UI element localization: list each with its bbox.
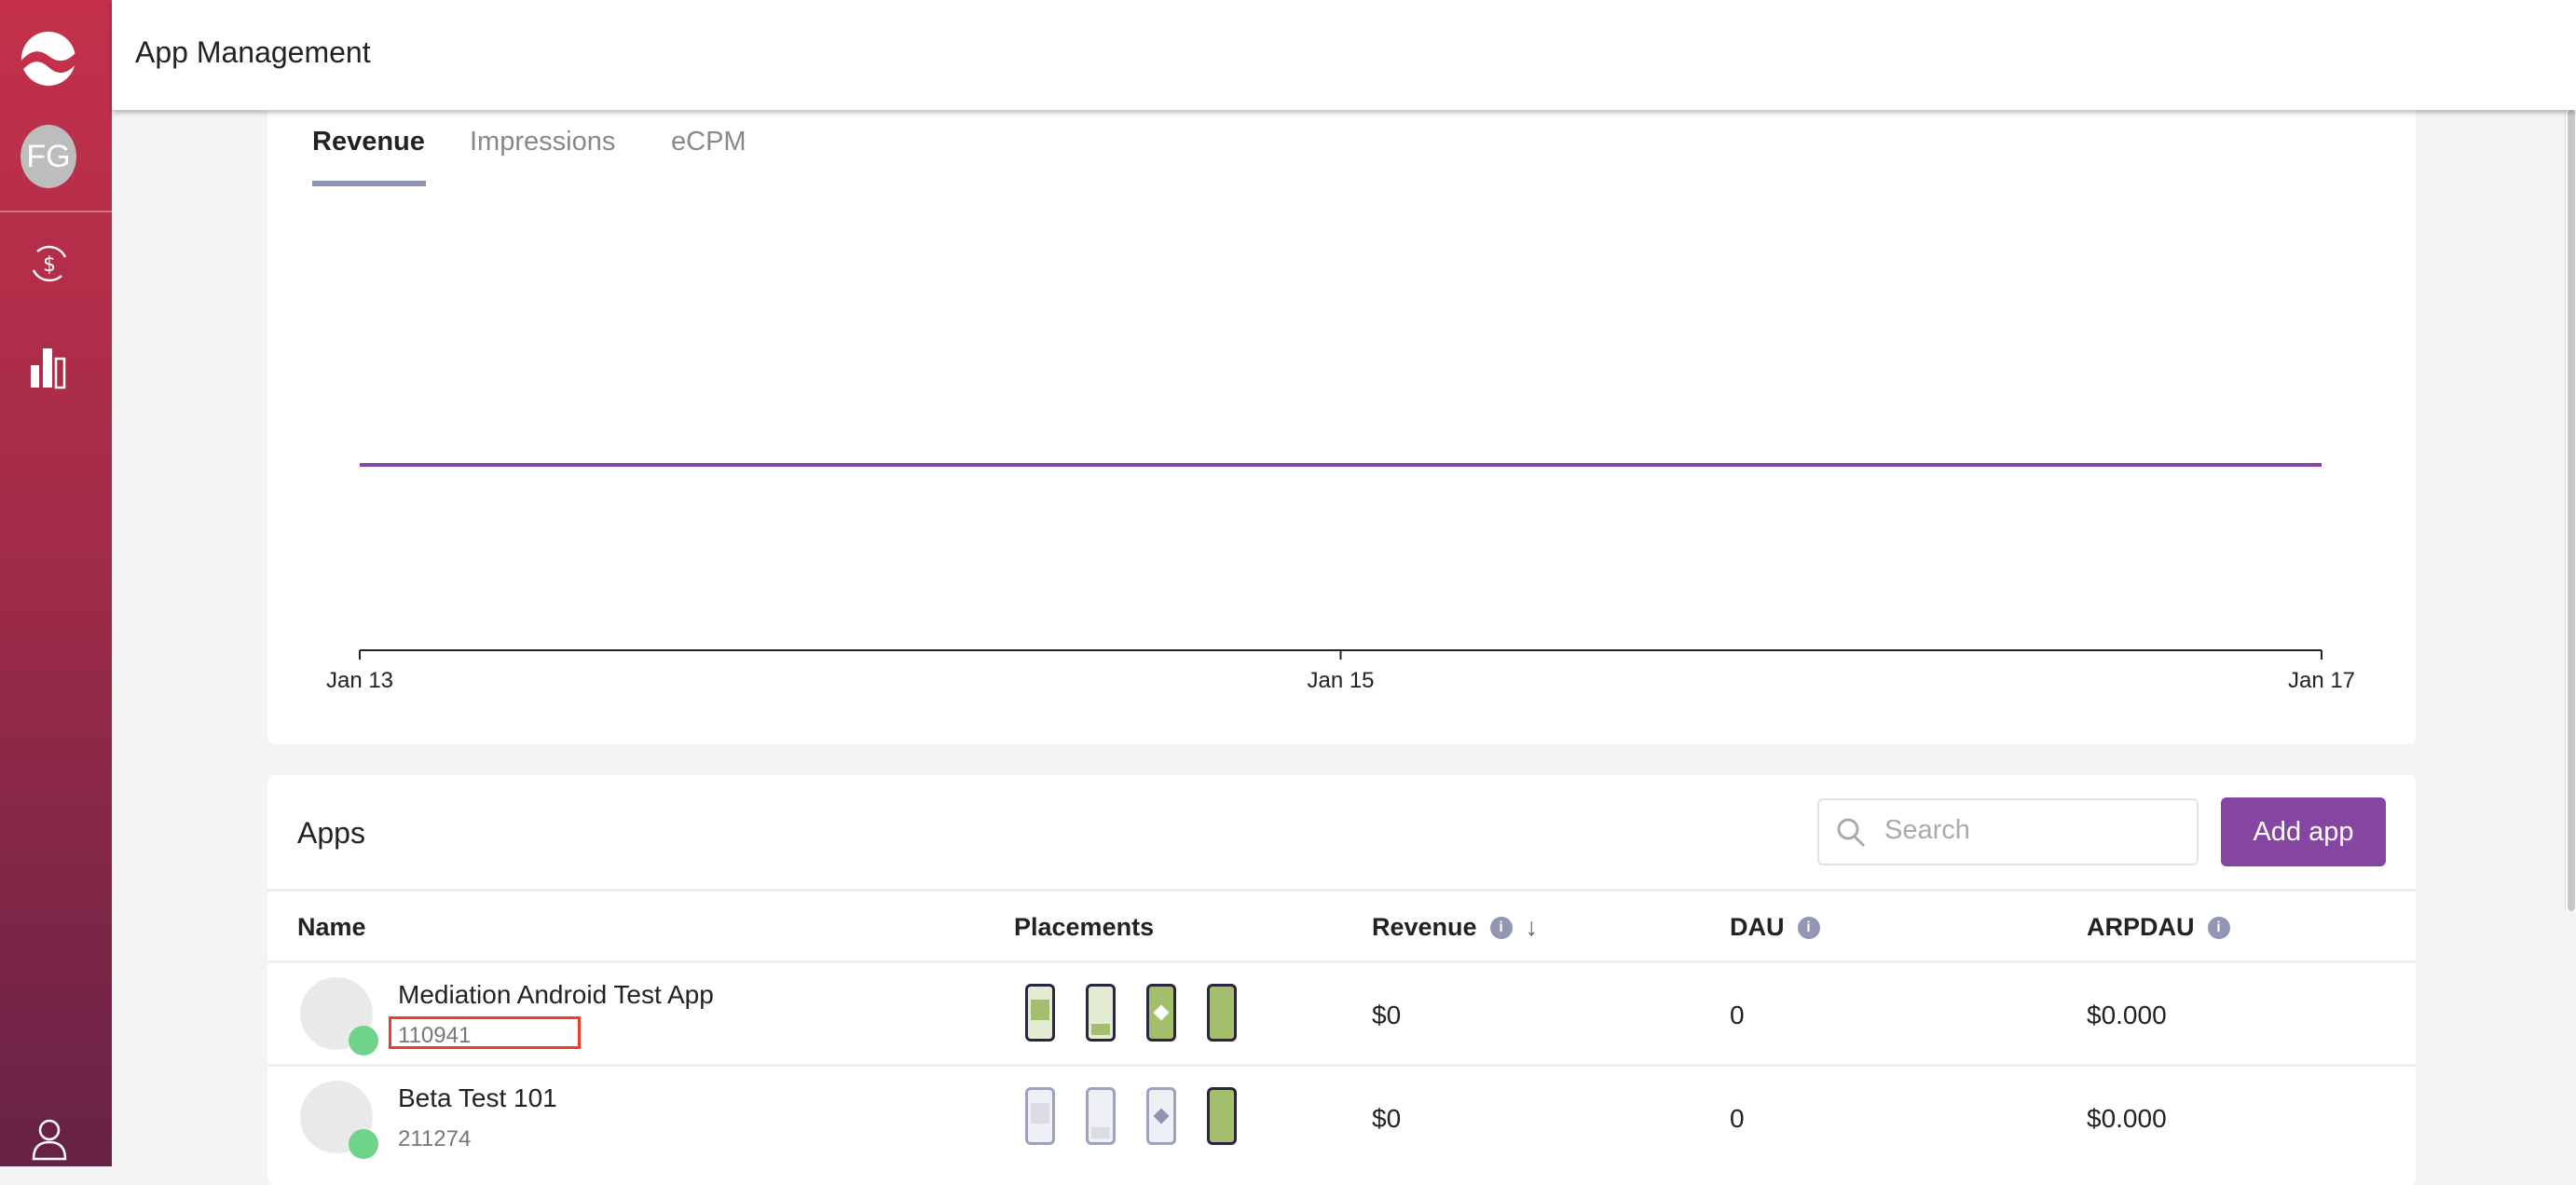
svg-text:$: $ — [43, 253, 56, 277]
column-label: ARPDAU — [2087, 913, 2195, 941]
logo-icon[interactable] — [21, 26, 76, 91]
highlight-box — [389, 1016, 581, 1049]
scrollbar-thumb[interactable] — [2568, 110, 2575, 911]
rewarded-placement-icon[interactable] — [1146, 1087, 1176, 1145]
search-input[interactable] — [1884, 815, 2183, 846]
revenue-line-chart: Jan 13 Jan 15 Jan 17 — [326, 463, 2355, 693]
info-icon[interactable]: i — [2207, 916, 2230, 939]
chart-card: Revenue Impressions eCPM Jan 13 Jan 15 Jan… — [267, 93, 2416, 744]
sidebar-divider — [0, 211, 112, 212]
column-revenue[interactable]: Revenue i ↓ — [1372, 913, 1538, 942]
column-name[interactable]: Name — [297, 913, 366, 942]
x-tick-label: Jan 13 — [326, 668, 393, 693]
apps-title: Apps — [297, 816, 365, 850]
info-icon[interactable]: i — [1797, 916, 1820, 939]
scrollbar[interactable] — [2565, 110, 2576, 911]
banner-placement-icon[interactable] — [1025, 984, 1055, 1042]
column-arpdau: ARPDAU i — [2087, 913, 2230, 942]
mrec-placement-icon[interactable] — [1086, 984, 1116, 1042]
search-icon — [1837, 818, 1866, 848]
sort-desc-icon[interactable]: ↓ — [1525, 913, 1539, 941]
placements — [1025, 1087, 1237, 1145]
app-name[interactable]: Beta Test 101 — [398, 1083, 557, 1112]
dau-cell: 0 — [1730, 1104, 1745, 1133]
mrec-placement-icon[interactable] — [1086, 1087, 1116, 1145]
arpdau-cell: $0.000 — [2087, 1001, 2167, 1029]
revenue-cell: $0 — [1372, 1104, 1402, 1133]
x-tick-label: Jan 17 — [2288, 668, 2355, 693]
column-dau: DAU i — [1730, 913, 1820, 942]
app-id: 211274 — [398, 1126, 472, 1151]
interstitial-placement-icon[interactable] — [1207, 984, 1237, 1042]
placements — [1025, 984, 1237, 1042]
arpdau-cell: $0.000 — [2087, 1104, 2167, 1133]
divider — [267, 960, 2416, 963]
divider — [267, 1064, 2416, 1067]
dau-cell: 0 — [1730, 1001, 1745, 1029]
divider — [267, 889, 2416, 892]
info-icon[interactable]: i — [1489, 916, 1513, 939]
add-app-button[interactable]: Add app — [2221, 797, 2386, 866]
app-id: 110941 — [398, 1023, 472, 1048]
android-icon — [349, 1129, 378, 1159]
rewarded-placement-icon[interactable] — [1146, 984, 1176, 1042]
top-header: App Management — [112, 0, 2576, 110]
user-icon[interactable] — [28, 1118, 71, 1161]
tab-impressions[interactable]: Impressions — [470, 127, 616, 157]
column-placements: Placements — [1014, 913, 1154, 942]
interstitial-placement-icon[interactable] — [1207, 1087, 1237, 1145]
user-avatar[interactable]: FG — [21, 125, 76, 188]
app-name[interactable]: Mediation Android Test App — [398, 980, 714, 1009]
column-label: Revenue — [1372, 913, 1477, 941]
page-title: App Management — [135, 35, 371, 69]
sidebar: FG $ — [0, 0, 112, 1166]
android-icon — [349, 1026, 378, 1056]
table-row[interactable]: Beta Test 101 211274 $0 0 $0.000 — [267, 1067, 2416, 1169]
column-label: Name — [297, 913, 366, 941]
apps-card: Apps Add app Name Placements Revenue i ↓ D… — [267, 775, 2416, 1185]
tab-revenue[interactable]: Revenue — [312, 127, 425, 157]
banner-placement-icon[interactable] — [1025, 1087, 1055, 1145]
x-tick-label: Jan 15 — [1307, 668, 1374, 693]
tab-ecpm[interactable]: eCPM — [671, 127, 747, 157]
column-label: Placements — [1014, 913, 1155, 941]
dollar-sync-icon[interactable]: $ — [28, 240, 71, 287]
column-label: DAU — [1730, 913, 1785, 941]
table-row[interactable]: Mediation Android Test App 110941 $0 0 $… — [267, 963, 2416, 1066]
search-box[interactable] — [1817, 798, 2199, 865]
bar-chart-icon[interactable] — [28, 345, 71, 391]
revenue-cell: $0 — [1372, 1001, 1402, 1029]
active-tab-indicator — [312, 181, 426, 186]
